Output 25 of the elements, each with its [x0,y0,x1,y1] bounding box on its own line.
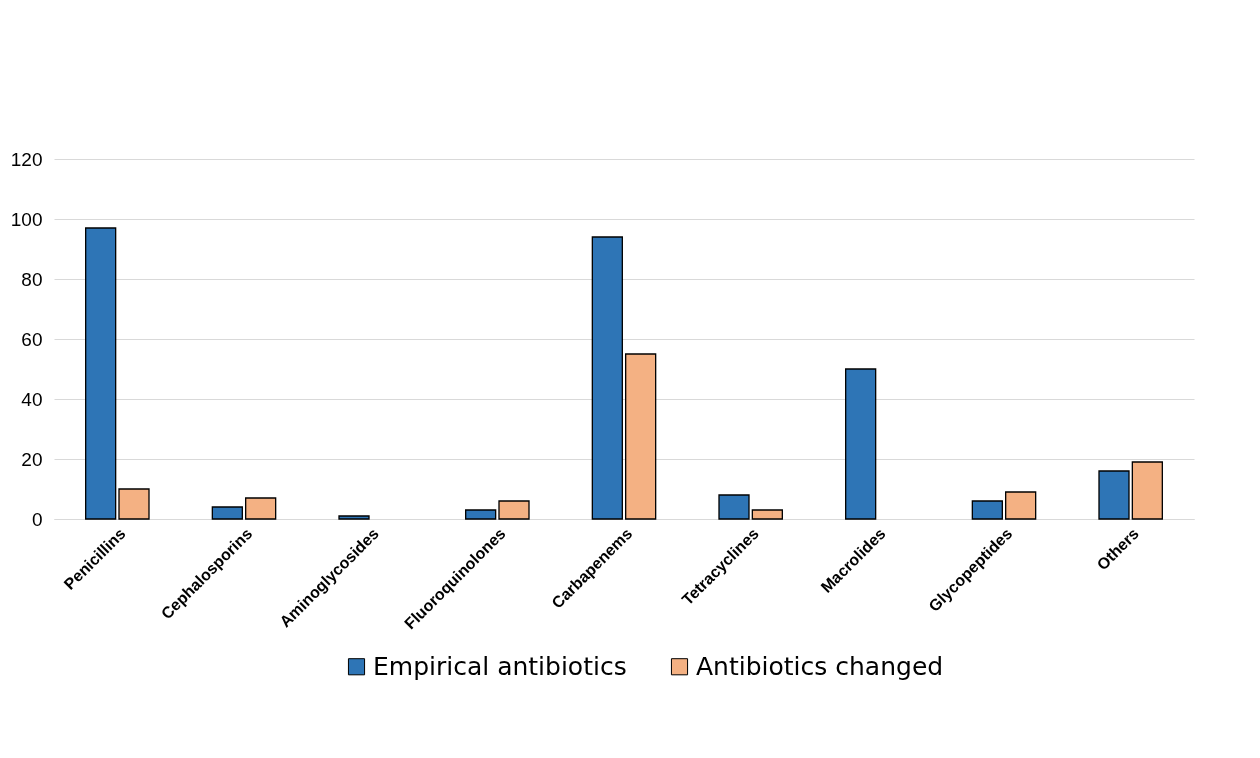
y-tick-label: 120 [10,148,43,170]
bar [971,500,1003,520]
bar [465,509,497,520]
y-tick-label: 100 [10,208,43,230]
bar [498,500,530,520]
y-tick-label: 80 [21,268,43,290]
bar [1005,491,1037,520]
bar [625,353,657,520]
bar [245,497,277,520]
y-tick-label: 0 [31,508,43,530]
bar [338,515,370,520]
bar [845,368,877,520]
y-tick-label: 20 [21,448,43,470]
bar [591,236,623,520]
bar [751,509,783,520]
bar [118,488,150,520]
bar [718,494,750,520]
bar [1131,461,1163,520]
y-tick-label: 40 [21,388,43,410]
legend-label: Empirical antibiotics [373,651,627,681]
bar [85,227,117,520]
legend-label: Antibiotics changed [696,651,944,681]
y-tick-label: 60 [21,328,43,350]
bar [1098,470,1130,520]
bar [211,506,243,520]
